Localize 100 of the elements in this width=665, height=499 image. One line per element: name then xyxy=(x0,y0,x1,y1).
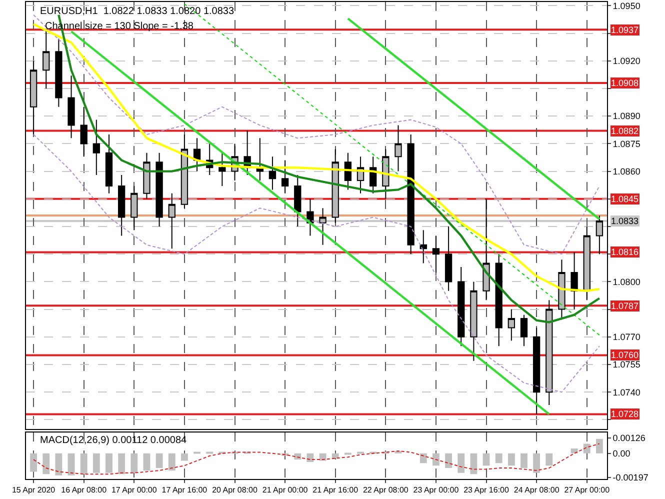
candlestick xyxy=(458,266,465,347)
candlestick xyxy=(30,60,38,135)
x-tick-label: 27 Apr 00:00 xyxy=(564,486,610,495)
candlestick xyxy=(143,152,150,200)
candlestick xyxy=(130,186,138,231)
candlestick xyxy=(570,252,578,310)
bar xyxy=(508,453,515,466)
candlestick xyxy=(268,156,276,190)
bar xyxy=(546,453,553,466)
candlestick xyxy=(532,327,540,415)
x-tick-label: 21 Apr 16:00 xyxy=(312,486,359,495)
candlestick xyxy=(42,29,50,89)
ref-line-label: 1.0937 xyxy=(611,25,639,35)
candlestick xyxy=(470,281,478,362)
line-series xyxy=(33,14,600,255)
ref-line-label: 1.0760 xyxy=(611,350,639,360)
candlestick xyxy=(558,259,566,320)
bar xyxy=(520,453,528,468)
candlestick xyxy=(118,174,126,236)
y-tick-label: 1.0890 xyxy=(612,111,640,122)
chart-title: MACD(12,26,9) 0.00112 0.00084 xyxy=(40,435,188,446)
candlestick xyxy=(444,226,452,292)
candlestick xyxy=(168,192,176,250)
ref-line-label: 1.0833 xyxy=(611,216,639,226)
bar xyxy=(432,453,440,466)
y-tick-label: 1.0875 xyxy=(612,138,640,149)
bar xyxy=(143,453,150,470)
y-tick-label: 0.00126 xyxy=(612,433,646,444)
x-tick-label: 24 Apr 08:00 xyxy=(514,486,560,495)
candlestick xyxy=(596,214,604,255)
bar xyxy=(583,444,590,454)
y-tick-label: -0.00197 xyxy=(612,472,648,483)
bar xyxy=(42,453,50,474)
x-tick-label: 15 Apr 2020 xyxy=(12,486,56,495)
chart-title: EURUSD,H1 1.0822 1.0833 1.0820 1.0833 xyxy=(40,6,234,17)
line-series xyxy=(32,22,601,292)
bar xyxy=(92,453,100,473)
y-tick-label: 1.0755 xyxy=(612,360,640,370)
ref-line-label: 1.0845 xyxy=(611,194,639,204)
candlestick xyxy=(495,254,502,347)
candlestick xyxy=(193,138,201,172)
x-tick-label: 16 Apr 08:00 xyxy=(61,486,108,495)
bar xyxy=(130,453,138,473)
candlestick xyxy=(482,198,490,301)
ref-line-label: 1.0882 xyxy=(611,126,639,136)
y-tick-label: 1.0770 xyxy=(612,332,640,342)
bar xyxy=(80,453,88,474)
candlestick xyxy=(583,226,590,301)
y-tick-label: 1.0860 xyxy=(612,166,640,176)
ref-line-label: 1.0728 xyxy=(611,409,639,419)
bar xyxy=(458,453,465,473)
candlestick xyxy=(55,38,62,108)
bar xyxy=(106,453,112,473)
candlestick xyxy=(218,152,226,187)
candlestick xyxy=(319,208,326,246)
line-series xyxy=(33,134,600,393)
y-tick-label: 1.0950 xyxy=(612,0,640,11)
y-tick-label: 1.0800 xyxy=(612,276,640,287)
y-tick-label: 1.0740 xyxy=(612,387,640,398)
candlestick xyxy=(105,134,113,194)
ref-line-label: 1.0787 xyxy=(611,301,639,311)
candlestick xyxy=(92,119,100,176)
candlestick xyxy=(546,300,553,406)
candlestick xyxy=(281,160,289,194)
candlestick xyxy=(156,152,163,227)
candlestick xyxy=(344,152,352,190)
x-tick-label: 20 Apr 08:00 xyxy=(212,486,258,495)
bar xyxy=(445,453,452,468)
bar xyxy=(55,453,62,476)
bar xyxy=(68,453,75,476)
ref-line-label: 1.0908 xyxy=(611,78,639,88)
ref-line-label: 1.0816 xyxy=(611,247,639,257)
bar xyxy=(533,453,540,473)
bar xyxy=(495,453,502,464)
x-tick-label: 23 Apr 16:00 xyxy=(464,486,510,495)
bar xyxy=(319,453,326,461)
bar xyxy=(156,453,163,468)
candlestick xyxy=(382,148,390,200)
bar xyxy=(332,453,339,458)
candlestick xyxy=(508,308,516,342)
bar xyxy=(596,438,603,454)
bar xyxy=(181,453,188,461)
bar xyxy=(168,453,176,470)
bar xyxy=(570,448,578,454)
candlestick xyxy=(332,148,339,224)
bar xyxy=(30,453,37,472)
x-tick-label: 22 Apr 08:00 xyxy=(362,486,409,495)
candlestick xyxy=(432,235,440,273)
candlestick xyxy=(420,230,427,264)
candlestick xyxy=(294,174,302,227)
candlestick xyxy=(80,106,88,158)
candlestick xyxy=(180,134,188,209)
x-tick-label: 23 Apr 00:00 xyxy=(413,486,460,495)
bar xyxy=(482,453,490,466)
candlestick xyxy=(256,138,264,181)
y-tick-label: 1.0920 xyxy=(612,56,640,66)
bar xyxy=(118,453,126,474)
bar xyxy=(470,453,478,474)
candlestick xyxy=(407,134,414,255)
x-tick-label: 17 Apr 16:00 xyxy=(162,486,208,495)
